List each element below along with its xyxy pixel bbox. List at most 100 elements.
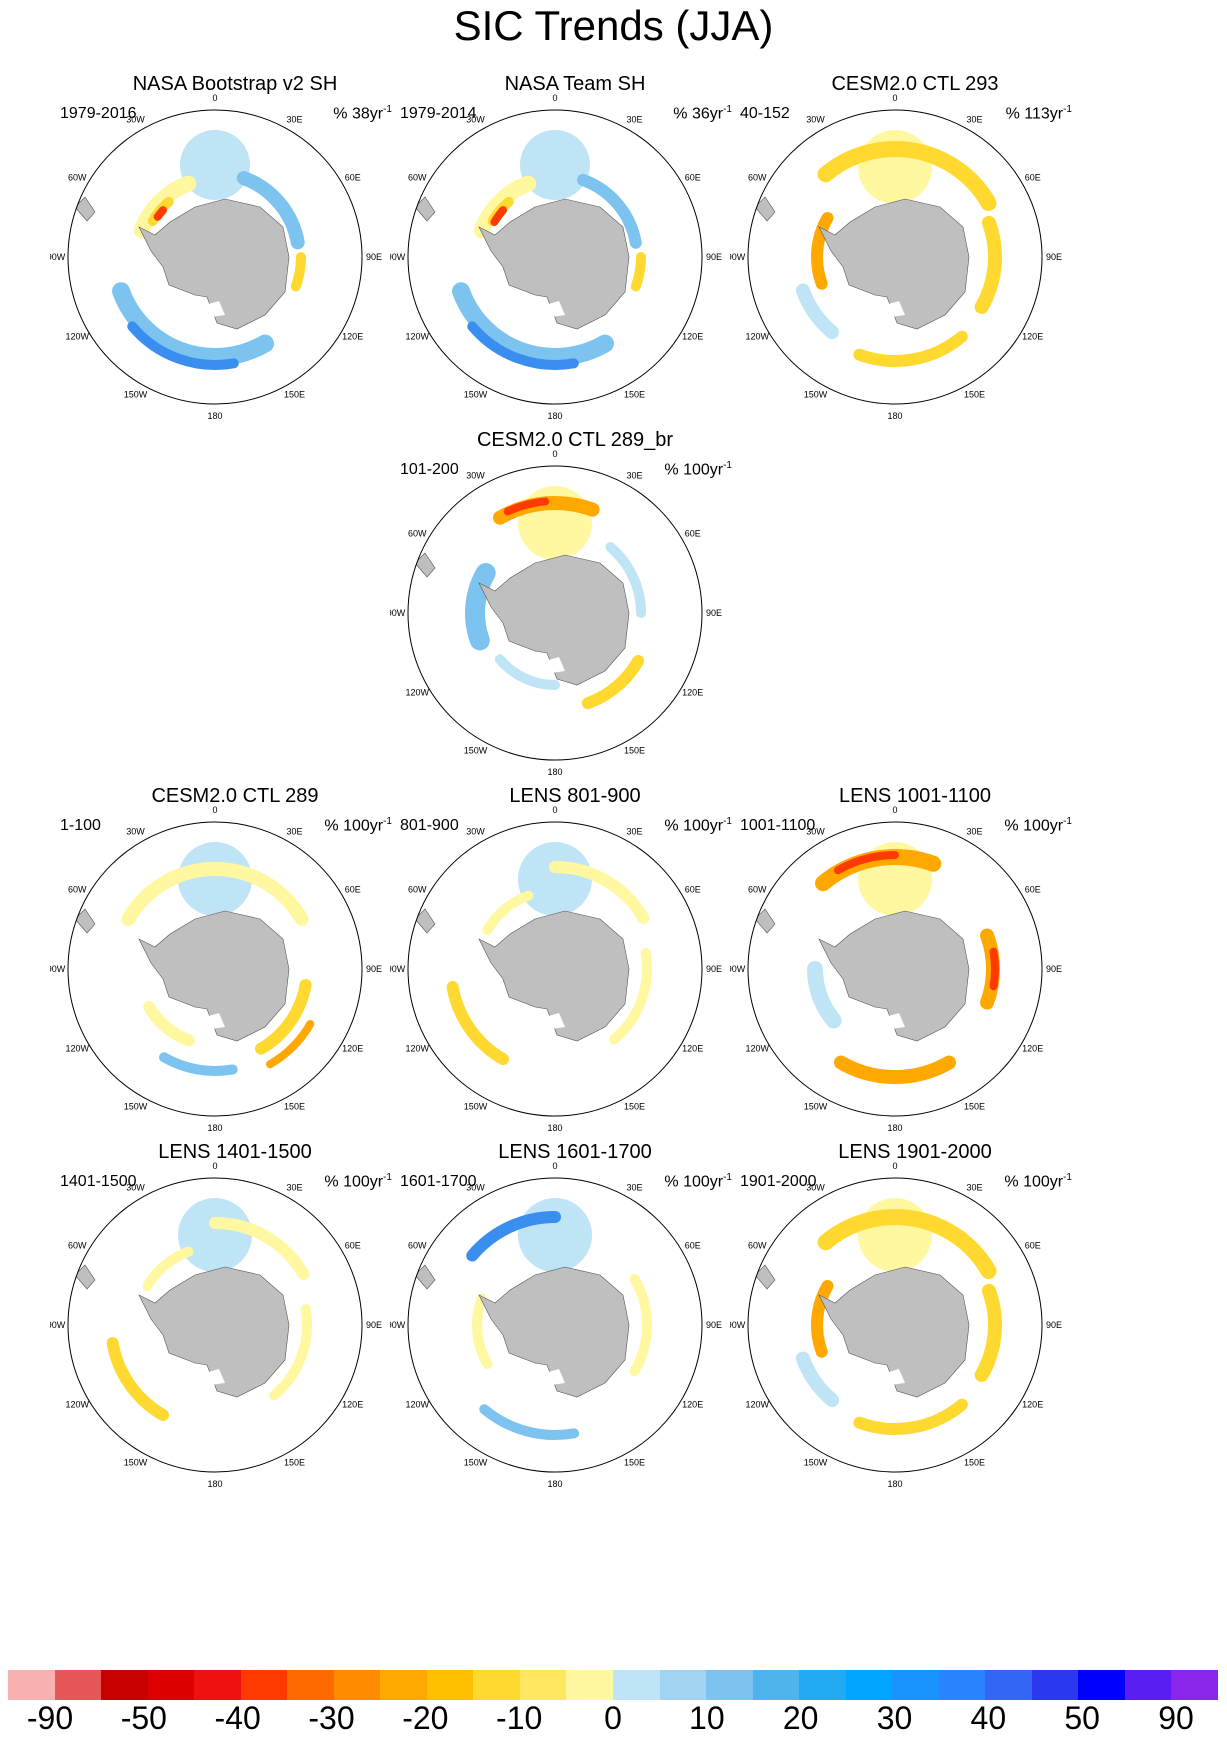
lon-label-90w: 90W [50, 252, 66, 262]
lon-label-30e: 30E [286, 114, 302, 124]
map-boundary [747, 1177, 1043, 1473]
colorbar-swatch [845, 1670, 893, 1700]
lon-label-0: 0 [552, 805, 557, 815]
colorbar-tick-label: -20 [402, 1700, 449, 1736]
lon-label-30w: 30W [806, 1182, 825, 1192]
lon-label-60e: 60E [345, 173, 361, 183]
lon-label-60e: 60E [1025, 885, 1041, 895]
figure-title: SIC Trends (JJA) [453, 2, 774, 49]
panel-year-range: 40-152 [740, 105, 790, 122]
lon-label-30e: 30E [286, 1182, 302, 1192]
lon-label-60w: 60W [408, 885, 427, 895]
lon-label-150w: 150W [804, 1458, 828, 1468]
ice-shelf [205, 301, 225, 317]
lon-label-30e: 30E [626, 114, 642, 124]
map-panel: LENS 1901-2000 1901-2000 % 100yr-1 0 30E 60E 9… [730, 1140, 1100, 1510]
map-panel: LENS 1001-1100 1001-1100 % 100yr-1 0 30E 60E 9… [730, 784, 1100, 1154]
panel-title: LENS 1601-1700 [498, 1141, 652, 1163]
sic-trend-band [208, 862, 309, 926]
ice-shelf [205, 1013, 225, 1029]
sic-trend-band [989, 947, 999, 991]
sic-trend-band [630, 252, 646, 292]
colorbar-swatch [613, 1670, 661, 1700]
sic-trend-band [795, 1351, 840, 1408]
colorbar-swatch [287, 1670, 335, 1700]
lon-label-0: 0 [892, 805, 897, 815]
lon-label-180: 180 [207, 1479, 222, 1489]
lon-label-60e: 60E [685, 885, 701, 895]
panel-title: NASA Bootstrap v2 SH [132, 73, 338, 95]
sic-trend-band [112, 282, 274, 366]
polar-map: 0 30E 60E 90E 120E 150E 180 150W 120W 90W 60W 30W [50, 805, 382, 1133]
map-panel: CESM2.0 CTL 293 40-152 % 113yr-1 0 30E 60E 90E… [730, 72, 1100, 442]
sic-trend-band [629, 1274, 652, 1376]
lon-label-150e: 150E [624, 1458, 645, 1468]
map-boundary [747, 109, 1043, 405]
lon-label-60w: 60W [408, 173, 427, 183]
lon-label-120w: 120W [746, 1400, 770, 1410]
sic-trend-band [807, 961, 842, 1029]
lon-label-180: 180 [207, 1123, 222, 1133]
sic-trend-band [266, 1020, 315, 1069]
colorbar-swatch [101, 1670, 149, 1700]
south-america-tip [74, 908, 96, 934]
lon-label-150e: 150E [964, 390, 985, 400]
panel-title: LENS 1901-2000 [838, 1141, 992, 1163]
lon-label-0: 0 [552, 93, 557, 103]
lon-label-30w: 30W [126, 826, 145, 836]
sic-trend-band [446, 981, 509, 1066]
lon-label-60w: 60W [748, 173, 767, 183]
lon-label-150e: 150E [964, 1102, 985, 1112]
lon-label-0: 0 [552, 1161, 557, 1171]
panel-units: % 100yr-1 [324, 816, 392, 835]
lon-label-150w: 150W [804, 1102, 828, 1112]
lon-label-150w: 150W [464, 1458, 488, 1468]
lon-label-120w: 120W [746, 332, 770, 342]
colorbar-swatch [147, 1670, 195, 1700]
colorbar-tick-label: -30 [308, 1700, 355, 1736]
panel-year-range: 101-200 [400, 461, 459, 478]
sic-trend-band [834, 851, 899, 875]
map-boundary [747, 821, 1043, 1117]
lon-label-90e: 90E [1046, 964, 1062, 974]
lon-label-90e: 90E [706, 252, 722, 262]
sic-trend-band [479, 1404, 580, 1440]
polar-map: 0 30E 60E 90E 120E 150E 180 150W 120W 90W 60W 30W [730, 93, 1062, 421]
lon-label-90e: 90E [366, 1320, 382, 1330]
lon-label-90e: 90E [1046, 1320, 1062, 1330]
sic-trend-band [142, 1246, 194, 1291]
panel-units: % 113yr-1 [1005, 104, 1072, 123]
map-boundary [407, 465, 703, 761]
lon-label-90w: 90W [50, 1320, 66, 1330]
sic-trend-band [465, 563, 496, 651]
lon-label-120e: 120E [682, 1400, 703, 1410]
panel-units: % 100yr-1 [664, 1172, 732, 1191]
panel-year-range: 1001-1100 [740, 817, 816, 834]
panel-year-range: 1979-2016 [60, 105, 137, 122]
panel-year-range: 1979-2014 [400, 105, 477, 122]
lon-label-60e: 60E [685, 173, 701, 183]
map-panel: LENS 801-900 801-900 % 100yr-1 0 30E 60E 90E 12… [390, 784, 760, 1154]
sic-trend-band [853, 1398, 968, 1435]
lon-label-90e: 90E [366, 252, 382, 262]
lon-label-120w: 120W [406, 1400, 430, 1410]
lon-label-120e: 120E [1022, 1400, 1043, 1410]
ice-shelf [545, 657, 565, 673]
lon-label-180: 180 [887, 411, 902, 421]
lon-label-150w: 150W [464, 1102, 488, 1112]
sic-trend-band [795, 283, 840, 340]
lon-label-90w: 90W [390, 252, 406, 262]
panel-title: NASA Team SH [504, 73, 646, 95]
lon-label-30e: 30E [966, 826, 982, 836]
map-boundary [67, 109, 363, 405]
lon-label-60e: 60E [685, 1241, 701, 1251]
panel-title: LENS 1401-1500 [158, 1141, 312, 1163]
lon-label-30e: 30E [966, 1182, 982, 1192]
colorbar-swatch [473, 1670, 521, 1700]
lon-label-30w: 30W [126, 1182, 145, 1192]
lon-label-0: 0 [212, 1161, 217, 1171]
sic-trend-band [473, 175, 537, 239]
colorbar-swatch [985, 1670, 1033, 1700]
sic-trend-band [853, 330, 968, 367]
sic-trend-band [887, 141, 997, 211]
